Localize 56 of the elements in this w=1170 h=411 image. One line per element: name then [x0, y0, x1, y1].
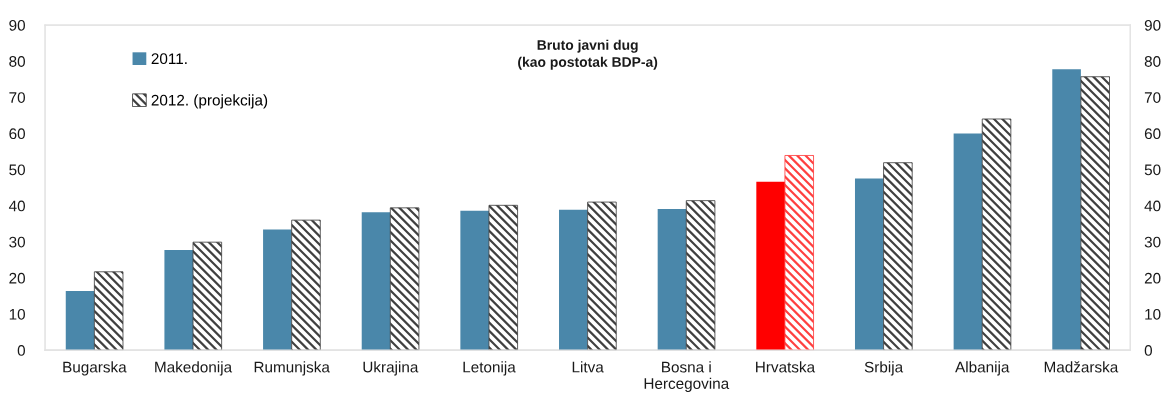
legend-label: 2012. (projekcija) — [151, 94, 268, 109]
x-tick-label: Ukrajina — [363, 361, 419, 376]
text: Bruto javni dug (kao postotak BDP-a) — [518, 39, 658, 70]
bar — [389, 207, 420, 351]
y-tick-label: 50 — [9, 164, 25, 176]
y2-tick-label: 60 — [1144, 128, 1161, 140]
x-tick-label: Albanija — [955, 361, 1010, 376]
y-tick-label: 10 — [9, 308, 25, 320]
x-tick-label: Bosna i Hercegovina — [644, 361, 730, 392]
legend-label: 2011. — [151, 53, 187, 65]
y2-tick-label: 50 — [1144, 164, 1161, 176]
x-tick-label: Litva — [572, 361, 604, 373]
y2-tick-label: 10 — [1145, 308, 1161, 320]
bar — [1052, 69, 1081, 351]
y2-tick-label: 20 — [1144, 272, 1161, 284]
y-tick-label: 70 — [9, 92, 25, 103]
y2-tick-label: 30 — [1144, 236, 1161, 248]
bar — [559, 209, 588, 351]
x-tick-label: Hrvatska — [756, 361, 816, 373]
bar — [488, 204, 519, 351]
bar — [164, 250, 194, 351]
bar — [460, 210, 489, 351]
bar — [93, 271, 124, 351]
bar — [1080, 76, 1110, 351]
y2-tick-label: 40 — [1144, 200, 1161, 212]
bar — [192, 241, 223, 351]
bar — [883, 162, 913, 351]
x-tick-label: Rumunjska — [254, 361, 330, 376]
y-tick-label: 30 — [9, 236, 25, 248]
x-tick-label: Makedonija — [155, 361, 233, 376]
bar — [291, 219, 321, 351]
bar — [854, 178, 884, 351]
x-tick-label: Bugarska — [63, 361, 127, 376]
y-tick-label: 20 — [9, 272, 25, 284]
x-tick-label: Letonija — [463, 361, 516, 376]
bar — [361, 212, 391, 351]
y2-tick-label: 70 — [1144, 92, 1161, 103]
y-tick-label: 40 — [8, 200, 25, 212]
bar — [981, 118, 1012, 351]
y2-tick-label: 80 — [1144, 56, 1161, 67]
bar — [587, 201, 617, 351]
y-tick-label: 80 — [9, 56, 25, 67]
bar — [65, 290, 95, 351]
x-tick-label: Srbija — [864, 361, 904, 376]
bar — [657, 208, 687, 351]
y2-tick-label: 90 — [1144, 19, 1161, 31]
y-tick-label: 90 — [9, 19, 25, 31]
bar — [953, 133, 983, 351]
y-tick-label: 0 — [17, 345, 25, 356]
x-tick-label: Madžarska — [1044, 361, 1119, 373]
y2-tick-label: 0 — [1144, 345, 1153, 356]
bar — [756, 181, 785, 351]
bar — [685, 200, 716, 351]
bar — [263, 229, 292, 351]
y-tick-label: 60 — [9, 128, 25, 140]
bar — [784, 155, 814, 351]
